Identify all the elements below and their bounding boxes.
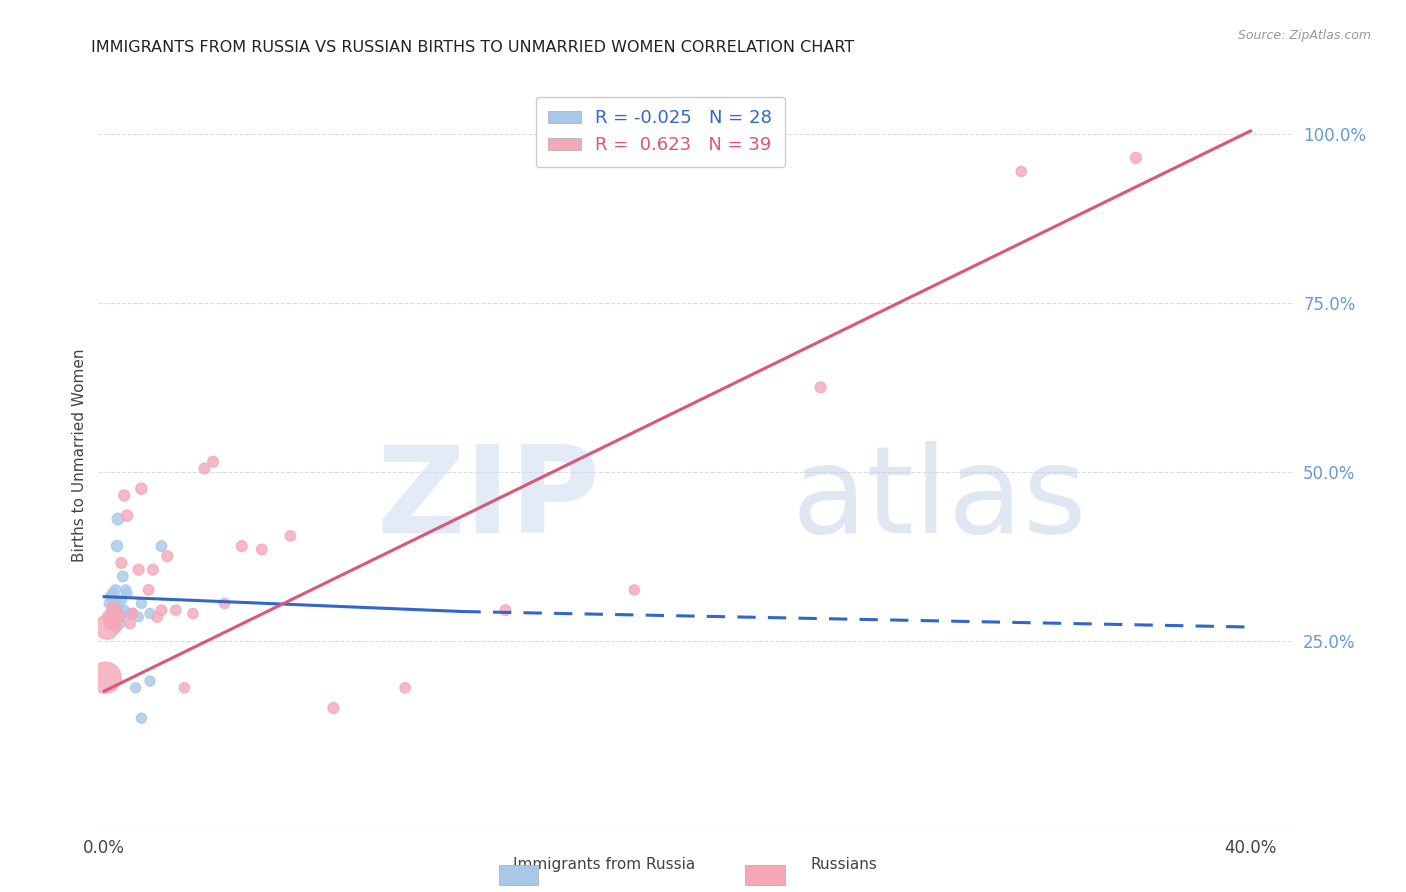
Point (494, 603, 516, 617)
Point (810, 380, 832, 394)
Point (111, 569, 134, 583)
Point (128, 610, 150, 624)
Point (115, 508, 138, 523)
Point (100, 603, 122, 617)
Point (110, 556, 132, 570)
Point (104, 607, 127, 621)
Point (131, 711, 153, 725)
Point (131, 482, 153, 496)
Point (114, 582, 136, 597)
Point (121, 607, 143, 621)
Point (118, 616, 141, 631)
Point (101, 586, 124, 600)
Point (394, 681, 416, 695)
Point (97, 610, 120, 624)
Point (94, 671, 117, 685)
Point (231, 539, 253, 553)
Point (139, 607, 162, 621)
Text: Source: ZipAtlas.com: Source: ZipAtlas.com (1237, 29, 1371, 42)
Point (104, 582, 127, 597)
Point (131, 596, 153, 610)
Point (1125, 151, 1147, 165)
Point (214, 596, 236, 610)
Text: ZIP: ZIP (377, 442, 600, 558)
Text: Russians: Russians (810, 857, 877, 872)
Point (108, 610, 131, 624)
Point (139, 674, 162, 689)
Point (193, 461, 215, 475)
Point (181, 607, 204, 621)
Text: IMMIGRANTS FROM RUSSIA VS RUSSIAN BIRTHS TO UNMARRIED WOMEN CORRELATION CHART: IMMIGRANTS FROM RUSSIA VS RUSSIAN BIRTHS… (91, 40, 855, 55)
Point (103, 599, 125, 614)
Point (1010, 164, 1032, 178)
Point (98, 596, 121, 610)
Point (103, 616, 125, 631)
Point (108, 616, 131, 631)
Point (150, 603, 173, 617)
Text: atlas: atlas (792, 442, 1087, 558)
Point (150, 539, 173, 553)
Point (112, 488, 135, 502)
Point (100, 607, 122, 621)
Point (115, 586, 138, 600)
Point (107, 607, 129, 621)
Point (128, 563, 150, 577)
Y-axis label: Births to Unmarried Women: Births to Unmarried Women (72, 348, 87, 562)
Point (105, 539, 128, 553)
Point (146, 610, 169, 624)
Point (156, 549, 179, 564)
Point (142, 563, 165, 577)
Legend: R = -0.025   N = 28, R =  0.623   N = 39: R = -0.025 N = 28, R = 0.623 N = 39 (536, 97, 785, 167)
Point (105, 620, 128, 634)
Point (165, 603, 187, 617)
Text: Immigrants from Russia: Immigrants from Russia (513, 857, 696, 872)
Point (107, 603, 129, 617)
Point (104, 603, 127, 617)
Point (105, 593, 128, 607)
Point (96, 620, 118, 634)
Point (124, 681, 146, 695)
Point (280, 529, 302, 543)
Point (121, 607, 143, 621)
Point (110, 610, 132, 624)
Point (100, 590, 122, 604)
Point (107, 512, 129, 526)
Point (112, 603, 135, 617)
Point (202, 455, 225, 469)
Point (623, 582, 645, 597)
Point (98, 616, 121, 631)
Point (173, 681, 195, 695)
Point (110, 593, 132, 607)
Point (322, 701, 344, 715)
Point (118, 607, 141, 621)
Point (138, 582, 160, 597)
Point (250, 542, 273, 557)
Point (103, 603, 125, 617)
Point (101, 599, 124, 614)
